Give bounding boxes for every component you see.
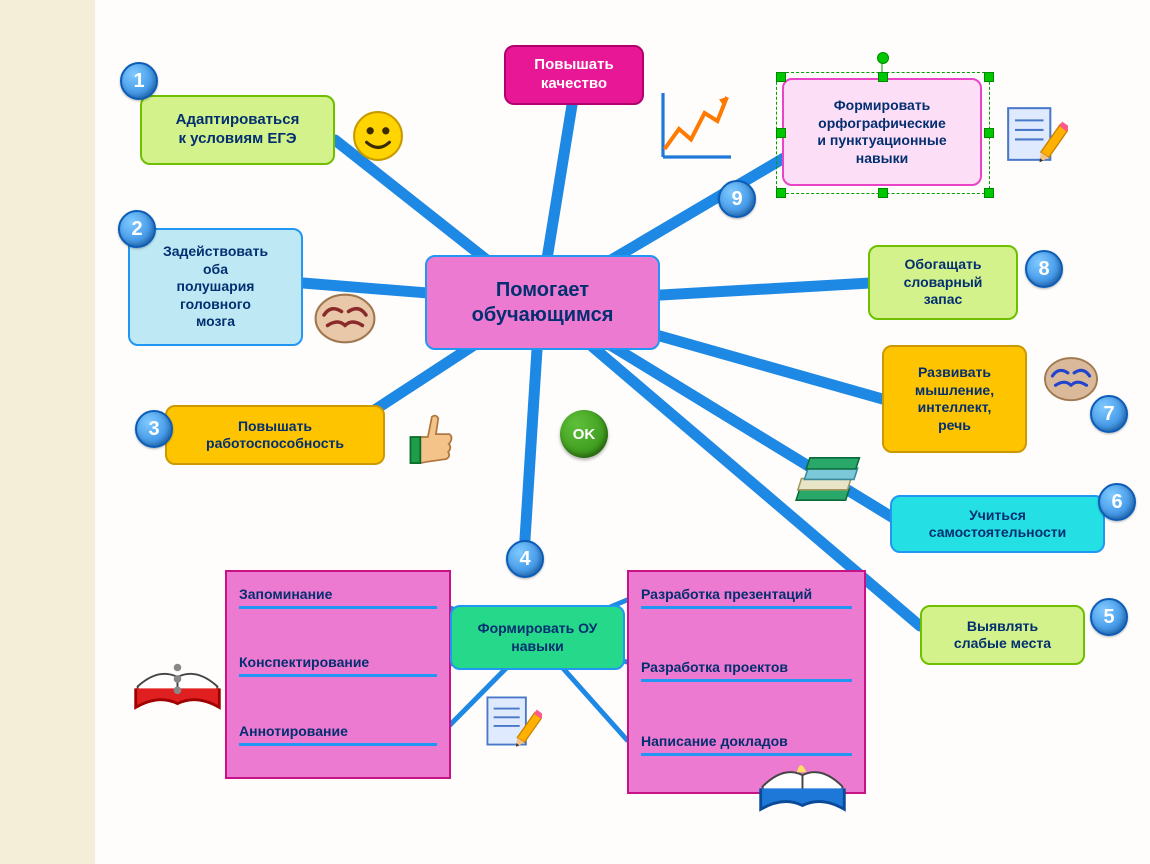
note-pencil-icon xyxy=(1000,100,1068,168)
brain-icon-left xyxy=(310,280,380,350)
number-badge-3: 3 xyxy=(135,410,173,448)
node-n5: Выявлятьслабые места xyxy=(920,605,1085,665)
rotation-handle[interactable] xyxy=(877,52,889,64)
selection-handle[interactable] xyxy=(776,72,786,82)
node-n8: Обогащатьсловарныйзапас xyxy=(868,245,1018,320)
node-n6: Учитьсясамостоятельности xyxy=(890,495,1105,553)
sub-skill-item: Разработка презентаций xyxy=(641,586,852,609)
number-badge-1: 1 xyxy=(120,62,158,100)
number-badge-9: 9 xyxy=(718,180,756,218)
ok-button-label: OK xyxy=(573,426,596,443)
sub-skill-item: Аннотирование xyxy=(239,723,437,746)
selection-handle[interactable] xyxy=(776,128,786,138)
node-n3: Повышатьработоспособность xyxy=(165,405,385,465)
node-n4: Формировать ОУнавыки xyxy=(450,605,625,670)
node-n2: Задействоватьобаполушарияголовногомозга xyxy=(128,228,303,346)
sub-skill-item: Разработка проектов xyxy=(641,659,852,682)
selection-handle[interactable] xyxy=(878,72,888,82)
node-n7: Развиватьмышление,интеллект,речь xyxy=(882,345,1027,453)
node-n1: Адаптироватьсяк условиям ЕГЭ xyxy=(140,95,335,165)
thumbs-up-icon xyxy=(400,408,458,466)
sub-skill-item: Запоминание xyxy=(239,586,437,609)
chart-up-icon xyxy=(655,85,735,165)
books-stack-icon xyxy=(790,445,870,525)
node-n9: Формироватьорфографическиеи пунктуационн… xyxy=(782,78,982,186)
number-badge-6: 6 xyxy=(1098,483,1136,521)
open-book-red-icon xyxy=(130,620,225,715)
smiley-icon xyxy=(352,110,404,162)
center-node: Помогаетобучающимся xyxy=(425,255,660,350)
note-pencil-icon-2 xyxy=(480,690,542,752)
selection-handle[interactable] xyxy=(776,188,786,198)
diagram-canvas: Запоминание Конспектирование Аннотирование… xyxy=(0,0,1150,864)
ok-button[interactable]: OK xyxy=(560,410,608,458)
number-badge-2: 2 xyxy=(118,210,156,248)
number-badge-8: 8 xyxy=(1025,250,1063,288)
selection-handle[interactable] xyxy=(984,72,994,82)
open-book-blue-icon xyxy=(755,720,850,815)
left-sidebar-strip xyxy=(0,0,95,864)
brain-icon-right xyxy=(1040,345,1102,407)
number-badge-4: 4 xyxy=(506,540,544,578)
selection-handle[interactable] xyxy=(984,128,994,138)
sub-skills-box: Запоминание Конспектирование Аннотирование xyxy=(225,570,451,779)
selection-handle[interactable] xyxy=(878,188,888,198)
number-badge-5: 5 xyxy=(1090,598,1128,636)
selection-handle[interactable] xyxy=(984,188,994,198)
node-ntop: Повышатькачество xyxy=(504,45,644,105)
sub-skill-item: Конспектирование xyxy=(239,654,437,677)
